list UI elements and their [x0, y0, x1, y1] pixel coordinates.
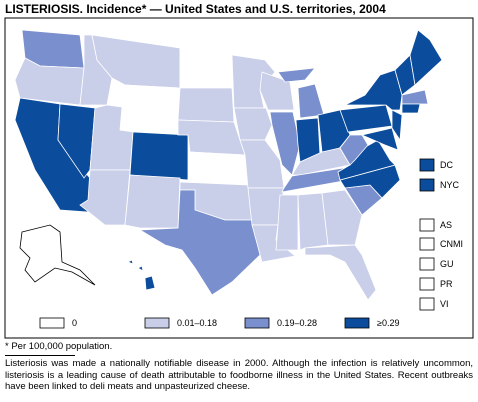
state	[401, 89, 429, 105]
state	[391, 109, 403, 142]
legend-swatch	[39, 317, 65, 329]
territory-swatch	[419, 257, 435, 271]
state	[19, 224, 96, 286]
map: DC NYC AS CNMI GU PR VI 0 0.01–0.18 0.19–0.28 ≥0.…	[4, 17, 474, 339]
state	[177, 87, 235, 123]
territory-swatch	[419, 178, 435, 192]
territory-label: CNMI	[440, 239, 463, 249]
state	[144, 275, 156, 291]
note: Listeriosis was made a nationally notifi…	[5, 358, 473, 392]
legend-swatch	[244, 317, 270, 329]
territory-swatch	[419, 277, 435, 291]
rule	[5, 355, 75, 356]
state	[179, 47, 233, 89]
territory-swatch	[419, 218, 435, 232]
state	[339, 134, 369, 166]
state	[137, 265, 144, 272]
legend-swatch	[144, 317, 170, 329]
state	[360, 127, 399, 151]
territory-label: VI	[440, 299, 449, 309]
legend-label: 0.19–0.28	[277, 318, 317, 328]
territory-label: NYC	[440, 180, 460, 190]
legend-label: 0	[72, 318, 77, 328]
state	[138, 189, 261, 296]
state	[129, 131, 189, 181]
state	[119, 84, 181, 136]
state	[277, 67, 316, 83]
state	[57, 103, 96, 179]
state	[124, 174, 181, 229]
territory-label: AS	[440, 220, 452, 230]
footnote: * Per 100,000 population.	[5, 341, 113, 352]
territory-swatch	[419, 158, 435, 172]
territory-swatch	[419, 297, 435, 311]
title: LISTERIOSIS. Incidence* — United States …	[5, 2, 386, 16]
legend: 0 0.01–0.18 0.19–0.28 ≥0.29	[39, 317, 399, 329]
territory-legend: DC NYC AS CNMI GU PR VI	[419, 158, 463, 311]
state	[304, 244, 377, 301]
states	[14, 29, 443, 301]
territory-label: GU	[440, 259, 454, 269]
legend-label: 0.01–0.18	[177, 318, 217, 328]
state	[275, 194, 299, 251]
territory-label: DC	[440, 160, 453, 170]
state	[321, 189, 363, 246]
territory-swatch	[419, 237, 435, 251]
state	[187, 151, 249, 186]
state	[409, 29, 443, 86]
state	[401, 103, 421, 114]
legend-swatch	[344, 317, 370, 329]
state	[297, 192, 329, 251]
state	[127, 259, 134, 265]
legend-label: ≥0.29	[377, 318, 399, 328]
state	[233, 107, 273, 141]
territory-label: PR	[440, 279, 453, 289]
